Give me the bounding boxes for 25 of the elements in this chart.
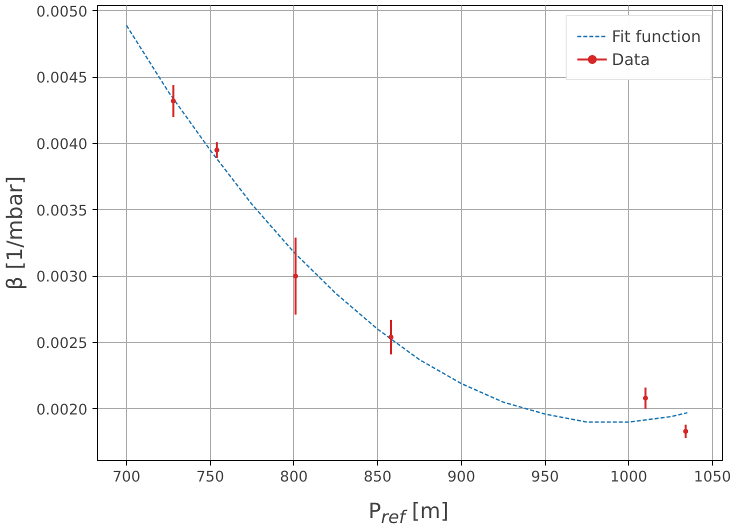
x-tick-label: 750	[196, 468, 224, 486]
y-axis-title: β [1/mbar]	[3, 176, 28, 290]
x-tick-label: 1000	[610, 468, 648, 486]
point	[214, 148, 220, 153]
x-tick-label: 700	[112, 468, 140, 486]
x-axis-title: P$_{ref}$ [m]	[367, 498, 450, 530]
x-tick-label: 950	[531, 468, 560, 486]
y-tick-label: 0.0025	[36, 334, 88, 352]
y-tick-label: 0.0035	[36, 202, 88, 220]
y-tick-label: 0.0020	[36, 401, 88, 418]
point	[642, 396, 648, 401]
legend-label: Data	[612, 50, 650, 68]
y-tick-label: 0.0040	[36, 136, 88, 153]
y-tick-label: 0.0045	[36, 70, 88, 87]
x-tick-label: 850	[364, 468, 392, 486]
y-tick-label: 0.0030	[36, 268, 88, 286]
y-tick-label: 0.0050	[36, 3, 88, 20]
x-tick-label: 1050	[694, 468, 732, 486]
legend-label: Fit function	[612, 26, 701, 46]
point	[170, 98, 176, 104]
point	[293, 274, 298, 279]
point	[683, 428, 688, 434]
x-tick-label: 800	[280, 468, 308, 486]
x-tick-label: 900	[447, 468, 476, 486]
point	[388, 334, 394, 340]
